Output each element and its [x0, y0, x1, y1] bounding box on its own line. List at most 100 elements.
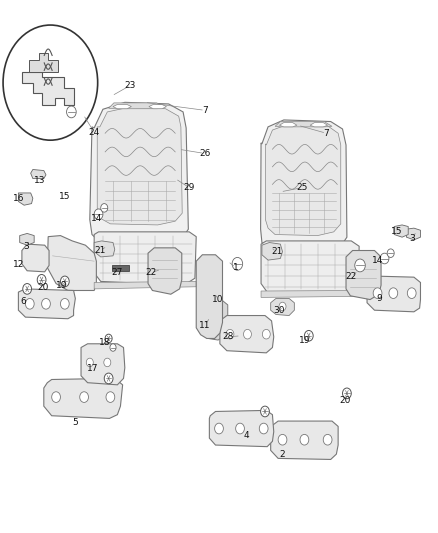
Text: 14: 14	[372, 256, 383, 264]
Circle shape	[304, 330, 313, 341]
Circle shape	[106, 392, 115, 402]
Polygon shape	[81, 344, 125, 385]
Circle shape	[389, 288, 398, 298]
Text: 19: 19	[56, 281, 67, 289]
Text: 22: 22	[145, 269, 157, 277]
Circle shape	[110, 344, 116, 351]
Polygon shape	[90, 102, 188, 243]
Circle shape	[278, 434, 287, 445]
Text: 22: 22	[346, 272, 357, 280]
Text: 15: 15	[391, 228, 402, 236]
Circle shape	[407, 288, 416, 298]
Polygon shape	[113, 104, 131, 109]
Text: 4: 4	[244, 432, 249, 440]
Circle shape	[355, 259, 365, 272]
Polygon shape	[201, 300, 228, 340]
Polygon shape	[112, 265, 129, 271]
Circle shape	[373, 288, 382, 298]
Polygon shape	[31, 169, 46, 179]
Polygon shape	[271, 298, 294, 316]
Text: 12: 12	[13, 261, 24, 269]
Polygon shape	[18, 193, 33, 205]
Circle shape	[101, 204, 108, 212]
Circle shape	[60, 276, 69, 287]
Polygon shape	[47, 236, 96, 290]
Polygon shape	[22, 244, 49, 272]
Circle shape	[232, 257, 243, 270]
Text: 1: 1	[233, 263, 239, 272]
Text: 14: 14	[91, 214, 102, 223]
Circle shape	[80, 392, 88, 402]
Polygon shape	[20, 233, 34, 245]
Polygon shape	[346, 251, 381, 300]
Polygon shape	[196, 255, 223, 338]
Text: 21: 21	[271, 247, 283, 256]
Circle shape	[226, 329, 234, 339]
Circle shape	[300, 434, 309, 445]
Text: 7: 7	[323, 129, 329, 138]
Circle shape	[236, 423, 244, 434]
Text: 20: 20	[37, 284, 49, 292]
Circle shape	[215, 423, 223, 434]
Text: 3: 3	[410, 234, 416, 243]
Text: 9: 9	[376, 294, 382, 303]
Circle shape	[323, 434, 332, 445]
Text: 19: 19	[299, 336, 310, 344]
Polygon shape	[29, 53, 58, 72]
Polygon shape	[367, 276, 420, 312]
Polygon shape	[394, 225, 408, 237]
Polygon shape	[148, 248, 182, 294]
Polygon shape	[94, 232, 196, 285]
Text: 26: 26	[199, 149, 211, 158]
Circle shape	[25, 298, 34, 309]
Polygon shape	[18, 289, 75, 319]
Circle shape	[387, 249, 394, 257]
Circle shape	[104, 358, 111, 367]
Polygon shape	[265, 125, 341, 236]
Polygon shape	[94, 281, 196, 289]
Polygon shape	[261, 290, 359, 297]
Text: 30: 30	[274, 306, 285, 314]
Circle shape	[259, 423, 268, 434]
Circle shape	[262, 329, 270, 339]
Text: 5: 5	[72, 418, 78, 426]
Circle shape	[94, 209, 103, 220]
Text: 11: 11	[199, 321, 211, 329]
Circle shape	[279, 302, 286, 311]
Circle shape	[52, 392, 60, 402]
Polygon shape	[261, 120, 347, 251]
Polygon shape	[97, 108, 182, 225]
Text: 23: 23	[125, 81, 136, 90]
Circle shape	[86, 358, 93, 367]
Text: 6: 6	[20, 297, 26, 305]
Text: 3: 3	[23, 242, 29, 251]
Text: 28: 28	[222, 333, 233, 341]
Polygon shape	[109, 103, 164, 109]
Circle shape	[37, 274, 46, 285]
Text: 16: 16	[13, 194, 24, 203]
Circle shape	[23, 284, 32, 294]
Circle shape	[67, 106, 76, 118]
Circle shape	[42, 298, 50, 309]
Polygon shape	[94, 241, 115, 257]
Text: 21: 21	[94, 246, 106, 255]
Circle shape	[105, 334, 112, 343]
Polygon shape	[279, 123, 297, 127]
Text: 18: 18	[99, 338, 110, 346]
Circle shape	[3, 25, 98, 140]
Polygon shape	[209, 410, 274, 447]
Text: 24: 24	[88, 128, 100, 136]
Polygon shape	[149, 104, 166, 109]
Polygon shape	[261, 241, 359, 294]
Polygon shape	[44, 378, 123, 418]
Text: 7: 7	[202, 106, 208, 115]
Circle shape	[343, 388, 351, 399]
Text: 15: 15	[59, 192, 71, 200]
Text: 13: 13	[34, 176, 45, 184]
Polygon shape	[262, 243, 283, 260]
Circle shape	[380, 253, 389, 264]
Polygon shape	[406, 228, 420, 240]
Text: 2: 2	[280, 450, 285, 458]
Text: 20: 20	[339, 397, 351, 405]
Circle shape	[60, 298, 69, 309]
